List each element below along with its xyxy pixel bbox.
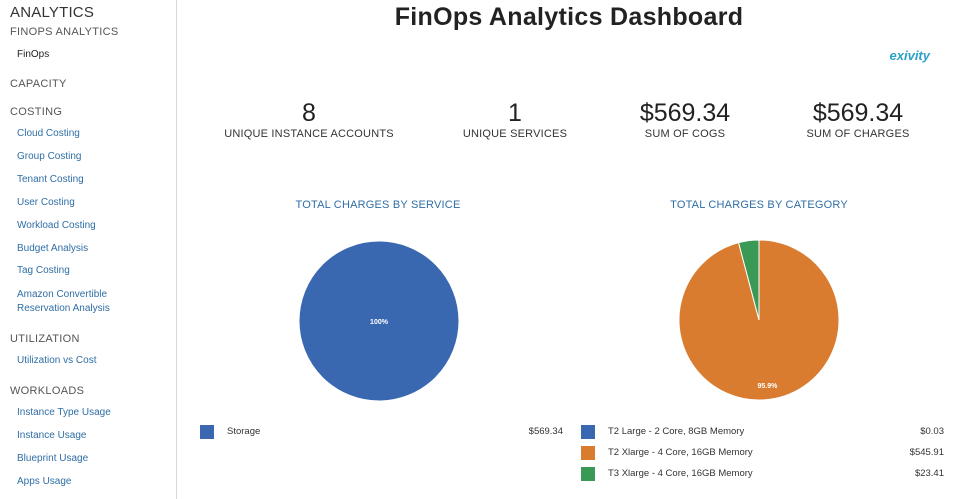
legend-swatch [581, 425, 595, 439]
legend-swatch [581, 467, 595, 481]
pie-chart-by-service[interactable]: 100% [297, 239, 461, 403]
sidebar-section-costing: COSTING [10, 106, 63, 118]
kpi-sum-of-charges: $569.34 SUM OF CHARGES [758, 98, 958, 140]
exivity-logo: exivity [889, 48, 930, 63]
sidebar-item-tag-costing[interactable]: Tag Costing [17, 265, 70, 276]
legend-value: $569.34 [528, 426, 563, 437]
kpi-value: $569.34 [812, 99, 904, 127]
kpi-sum-of-cogs: $569.34 SUM OF COGS [585, 98, 785, 140]
pie-slice-label: 100% [370, 319, 389, 326]
kpi-label: SUM OF COGS [644, 128, 726, 140]
pie-chart-by-category[interactable]: 95.9% [677, 238, 841, 402]
kpi-value: 1 [508, 99, 522, 127]
sidebar-item-group-costing[interactable]: Group Costing [17, 151, 82, 162]
kpi-value: 8 [302, 99, 316, 127]
sidebar-item-instance-usage[interactable]: Instance Usage [17, 430, 87, 441]
legend-label: T3 Xlarge - 4 Core, 16GB Memory [608, 468, 753, 479]
kpi-unique-instance-accounts: 8 UNIQUE INSTANCE ACCOUNTS [209, 98, 409, 140]
pie-slice-label: 95.9% [758, 383, 779, 390]
kpi-label: UNIQUE SERVICES [462, 128, 568, 140]
sidebar-item-user-costing[interactable]: User Costing [17, 197, 75, 208]
sidebar-item-instance-type-usage[interactable]: Instance Type Usage [17, 407, 111, 418]
page-title: FinOps Analytics Dashboard [394, 3, 744, 31]
kpi-label: UNIQUE INSTANCE ACCOUNTS [224, 128, 394, 140]
legend-label: T2 Xlarge - 4 Core, 16GB Memory [608, 447, 753, 458]
sidebar-item-workload-costing[interactable]: Workload Costing [17, 220, 96, 231]
legend-label: Storage [227, 426, 261, 437]
kpi-value: $569.34 [639, 99, 731, 127]
sidebar-section-finops: FINOPS ANALYTICS [10, 26, 119, 38]
legend-value: $545.91 [909, 447, 944, 458]
chart-title-by-service: TOTAL CHARGES BY SERVICE [295, 199, 461, 211]
sidebar-item-cloud-costing[interactable]: Cloud Costing [17, 128, 80, 139]
sidebar-section-capacity[interactable]: CAPACITY [10, 78, 67, 90]
pie-slice-t3-xlarge-4-core-16gb-memory[interactable] [737, 239, 760, 321]
sidebar-item-blueprint-usage[interactable]: Blueprint Usage [17, 453, 89, 464]
legend-swatch [581, 446, 595, 460]
sidebar-item-tenant-costing[interactable]: Tenant Costing [17, 174, 84, 185]
sidebar-section-workloads: WORKLOADS [10, 385, 85, 397]
legend-swatch [200, 425, 214, 439]
legend-label: T2 Large - 2 Core, 8GB Memory [608, 426, 745, 437]
kpi-unique-services: 1 UNIQUE SERVICES [415, 98, 615, 140]
sidebar-item-utilization-vs-cost[interactable]: Utilization vs Cost [17, 355, 97, 366]
sidebar-item-reservation-analysis[interactable]: Reservation Analysis [17, 303, 110, 314]
sidebar: ANALYTICS FINOPS ANALYTICS FinOps CAPACI… [0, 0, 177, 499]
legend-row[interactable]: Storage $569.34 [200, 424, 563, 440]
legend-value: $23.41 [914, 468, 944, 479]
sidebar-item-finops[interactable]: FinOps [17, 49, 50, 60]
legend-row[interactable]: T2 Xlarge - 4 Core, 16GB Memory $545.91 [581, 445, 944, 461]
sidebar-section-utilization: UTILIZATION [10, 333, 80, 345]
pie-slice-storage[interactable] [298, 240, 460, 402]
legend-row[interactable]: T2 Large - 2 Core, 8GB Memory $0.03 [581, 424, 944, 440]
sidebar-item-amazon-convertible[interactable]: Amazon Convertible [17, 289, 108, 300]
legend-row[interactable]: T3 Xlarge - 4 Core, 16GB Memory $23.41 [581, 466, 944, 482]
kpi-label: SUM OF CHARGES [806, 128, 910, 140]
sidebar-item-apps-usage[interactable]: Apps Usage [17, 476, 72, 487]
dashboard-main: FinOps Analytics Dashboard exivity 8 UNI… [178, 0, 960, 499]
chart-title-by-category: TOTAL CHARGES BY CATEGORY [670, 199, 848, 211]
legend-value: $0.03 [920, 426, 944, 437]
sidebar-item-budget-analysis[interactable]: Budget Analysis [17, 243, 89, 254]
sidebar-title: ANALYTICS [10, 4, 95, 21]
